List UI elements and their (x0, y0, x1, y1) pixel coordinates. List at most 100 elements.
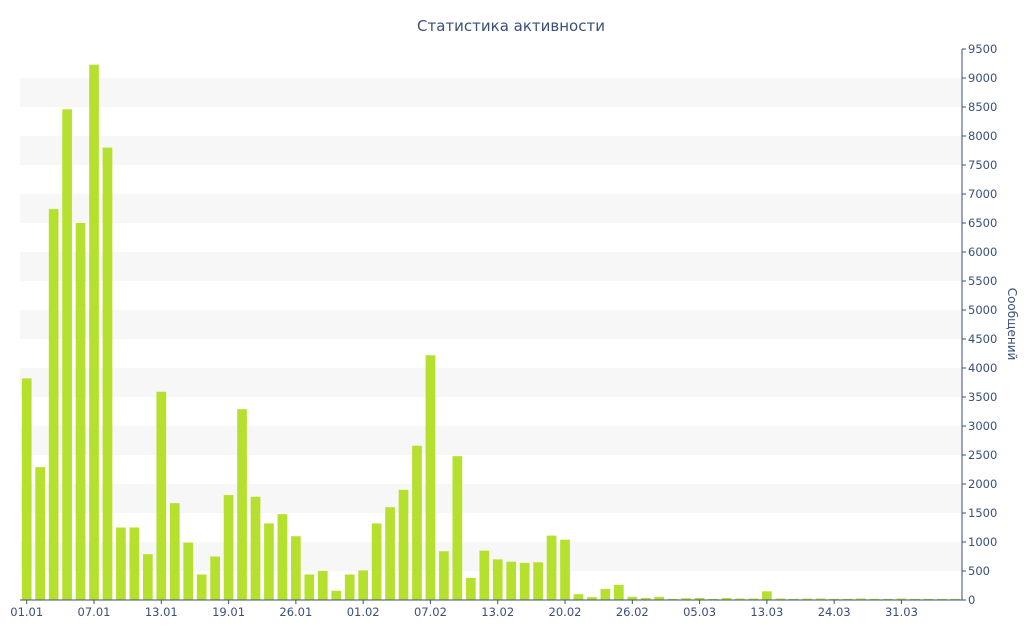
bar (896, 598, 907, 600)
bar (102, 147, 113, 600)
bar (385, 507, 395, 600)
bar (48, 209, 59, 600)
y-tick-label: 2500 (968, 448, 997, 462)
grid-band (20, 194, 962, 223)
bar (573, 594, 584, 600)
y-tick-label: 4000 (968, 361, 997, 375)
y-tick-label: 5500 (968, 274, 997, 288)
bar (667, 598, 678, 600)
bar (856, 598, 866, 600)
bar (291, 536, 301, 600)
bar (762, 591, 772, 600)
bar (169, 503, 180, 600)
bar (923, 598, 934, 600)
bar (250, 496, 261, 600)
y-tick-label: 9500 (968, 42, 997, 56)
x-tick-label: 01.02 (347, 605, 380, 619)
bar (802, 598, 813, 600)
y-tick-label: 3500 (968, 390, 997, 404)
y-axis-label: Сообщений (1005, 288, 1019, 361)
y-tick-label: 2000 (968, 477, 997, 491)
bar (129, 527, 140, 600)
bar (614, 584, 624, 600)
bar (654, 596, 665, 600)
bar (506, 561, 517, 600)
bar (627, 596, 638, 600)
bar (775, 598, 786, 600)
bar (304, 574, 315, 600)
bar-series (21, 64, 961, 600)
bar (869, 598, 880, 600)
x-tick-label: 26.02 (616, 605, 649, 619)
grid-band (20, 426, 962, 455)
y-tick-label: 8500 (968, 100, 997, 114)
x-tick-label: 31.03 (885, 605, 918, 619)
bar (587, 597, 597, 600)
grid-bands (20, 78, 962, 571)
x-axis-ticks: 01.01 07.01 13.01 19.01 26.01 01.02 07.02 13.02… (10, 600, 918, 619)
bar (950, 598, 961, 600)
y-tick-label: 5000 (968, 303, 997, 317)
x-tick-label: 05.03 (683, 605, 716, 619)
x-tick-label: 13.02 (481, 605, 514, 619)
bar (681, 598, 691, 600)
bar (533, 562, 543, 600)
bar (277, 514, 288, 600)
bar (21, 378, 32, 600)
bar (210, 556, 220, 600)
y-tick-label: 6500 (968, 216, 997, 230)
bar (735, 598, 745, 600)
bar (358, 570, 368, 600)
x-tick-label: 13.01 (145, 605, 178, 619)
bar (196, 574, 207, 600)
bar (398, 489, 409, 600)
bar (425, 355, 436, 600)
y-axis-ticks: 0 500 1000 1500 2000 2500 3000 3500 4000 4500 5000… (962, 42, 997, 607)
grid-band (20, 252, 962, 281)
bar (546, 535, 557, 600)
bar (788, 598, 799, 600)
x-tick-label: 01.01 (10, 605, 43, 619)
chart-title: Статистика активности (417, 17, 605, 35)
bar (75, 223, 86, 600)
y-tick-label: 7500 (968, 158, 997, 172)
bar (829, 598, 839, 600)
bar (183, 542, 194, 600)
bar (89, 64, 99, 600)
y-tick-label: 3000 (968, 419, 997, 433)
y-tick-label: 0 (968, 593, 975, 607)
bar (62, 109, 72, 600)
bar (883, 598, 893, 600)
bar (35, 467, 46, 600)
grid-band (20, 368, 962, 397)
bar (223, 495, 234, 600)
bar (439, 551, 449, 600)
x-tick-label: 26.01 (279, 605, 312, 619)
bar (600, 588, 611, 600)
grid-band (20, 136, 962, 165)
bar (237, 409, 247, 600)
bar (721, 597, 732, 600)
bar (694, 597, 705, 600)
x-tick-label: 20.02 (549, 605, 582, 619)
y-tick-label: 7000 (968, 187, 997, 201)
bar (331, 590, 342, 600)
y-tick-label: 4500 (968, 332, 997, 346)
x-tick-label: 07.02 (414, 605, 447, 619)
bar (116, 527, 126, 600)
bar (748, 598, 759, 600)
grid-band (20, 310, 962, 339)
y-tick-label: 6000 (968, 245, 997, 259)
bar (344, 574, 355, 600)
x-tick-label: 24.03 (818, 605, 851, 619)
bar (936, 598, 947, 600)
bar (492, 559, 503, 600)
x-tick-label: 07.01 (78, 605, 111, 619)
bar (842, 598, 853, 600)
bar (560, 539, 570, 600)
bar (371, 523, 382, 600)
y-tick-label: 1500 (968, 506, 997, 520)
y-tick-label: 1000 (968, 535, 997, 549)
bar (317, 571, 328, 600)
